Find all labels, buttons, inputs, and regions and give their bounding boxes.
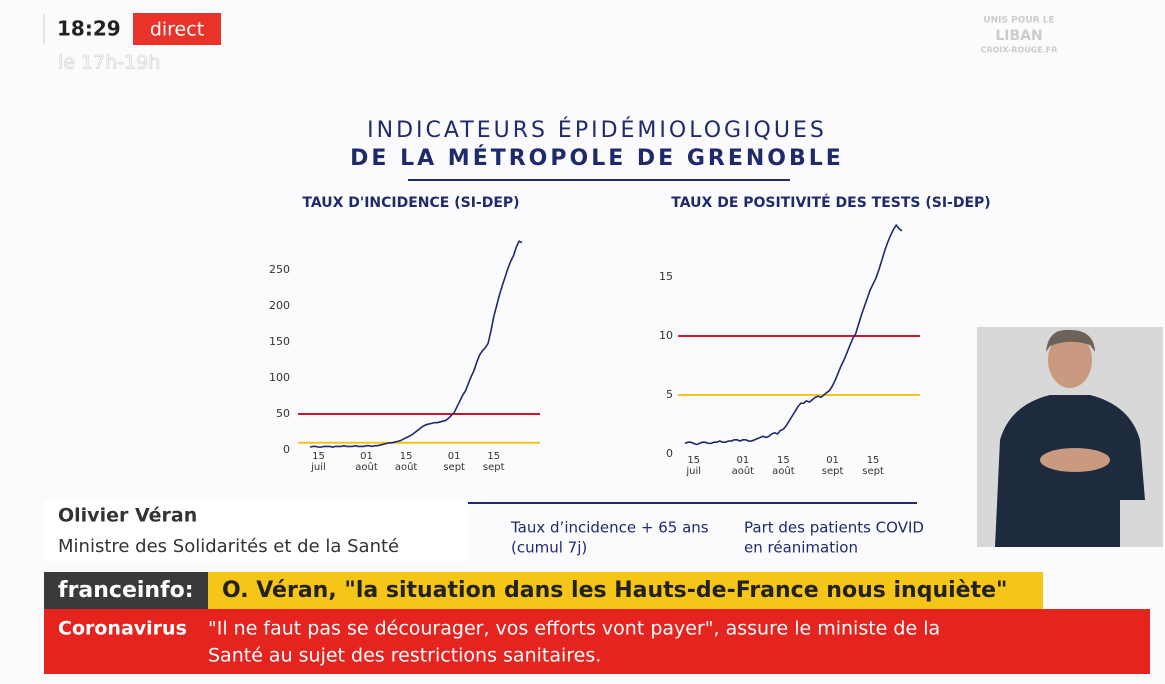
logo-text: UNIS POUR LE	[983, 16, 1054, 26]
footer-label: en réanimation	[744, 539, 858, 557]
charts: TAUX D'INCIDENCE (SI-DEP)050100150200250…	[269, 194, 991, 477]
ticker-box	[44, 609, 1150, 674]
chart-title: TAUX D'INCIDENCE (SI-DEP)	[302, 195, 519, 211]
ticker-line: Santé au sujet des restrictions sanitair…	[208, 645, 601, 667]
y-tick-label: 5	[666, 388, 673, 401]
line-series	[684, 223, 903, 446]
x-tick-label: 15 juil	[310, 451, 326, 473]
y-tick-label: 250	[269, 263, 290, 276]
live-label: direct	[150, 19, 204, 41]
x-tick-label: 15 sept	[862, 455, 884, 477]
footer-label: Taux d’incidence + 65 ans	[510, 519, 709, 537]
x-tick-label: 15 août	[772, 455, 795, 477]
footer-label: (cumul 7j)	[511, 539, 587, 557]
y-tick-label: 100	[269, 371, 290, 384]
name-plate	[44, 500, 468, 562]
slide-title: INDICATEURS ÉPIDÉMIOLOGIQUES	[367, 117, 827, 143]
speaker-role: Ministre des Solidarités et de la Santé	[58, 536, 399, 557]
y-tick-label: 50	[276, 407, 290, 420]
x-tick-label: 15 sept	[483, 451, 505, 473]
logo-text: LIBAN	[995, 28, 1042, 44]
y-tick-label: 200	[269, 299, 290, 312]
x-tick-label: 01 sept	[822, 455, 844, 477]
headline-box	[208, 572, 1043, 609]
interpreter	[995, 329, 1145, 547]
ticker-line: "Il ne faut pas se décourager, vos effor…	[208, 618, 940, 640]
y-tick-label: 150	[269, 335, 290, 348]
x-tick-label: 15 juil	[685, 455, 701, 477]
live-badge	[133, 13, 221, 45]
brand-box	[44, 572, 208, 609]
x-tick-label: 01 sept	[443, 451, 465, 473]
y-tick-label: 15	[659, 270, 673, 283]
x-tick-label: 01 août	[355, 451, 378, 473]
headline: O. Véran, "la situation dans les Hauts-d…	[222, 578, 1007, 603]
logo: UNIS POUR LE LIBAN CROIX-ROUGE.FR	[981, 16, 1058, 55]
speaker-name: Olivier Véran	[58, 505, 197, 527]
topic: Coronavirus	[58, 618, 187, 640]
program: le 17h-19h	[58, 52, 160, 74]
clock: 18:29	[57, 17, 121, 41]
slide-title: DE LA MÉTROPOLE DE GRENOBLE	[350, 145, 844, 171]
y-tick-label: 10	[659, 329, 673, 342]
y-tick-label: 0	[283, 443, 290, 456]
line-series	[309, 240, 523, 448]
footer-label: Part des patients COVID	[744, 519, 924, 537]
brand: franceinfo:	[58, 578, 194, 603]
chart-title: TAUX DE POSITIVITÉ DES TESTS (SI-DEP)	[671, 194, 990, 211]
y-tick-label: 0	[666, 447, 673, 460]
x-tick-label: 01 août	[732, 455, 755, 477]
x-tick-label: 15 août	[395, 451, 418, 473]
logo-text: CROIX-ROUGE.FR	[981, 46, 1058, 55]
